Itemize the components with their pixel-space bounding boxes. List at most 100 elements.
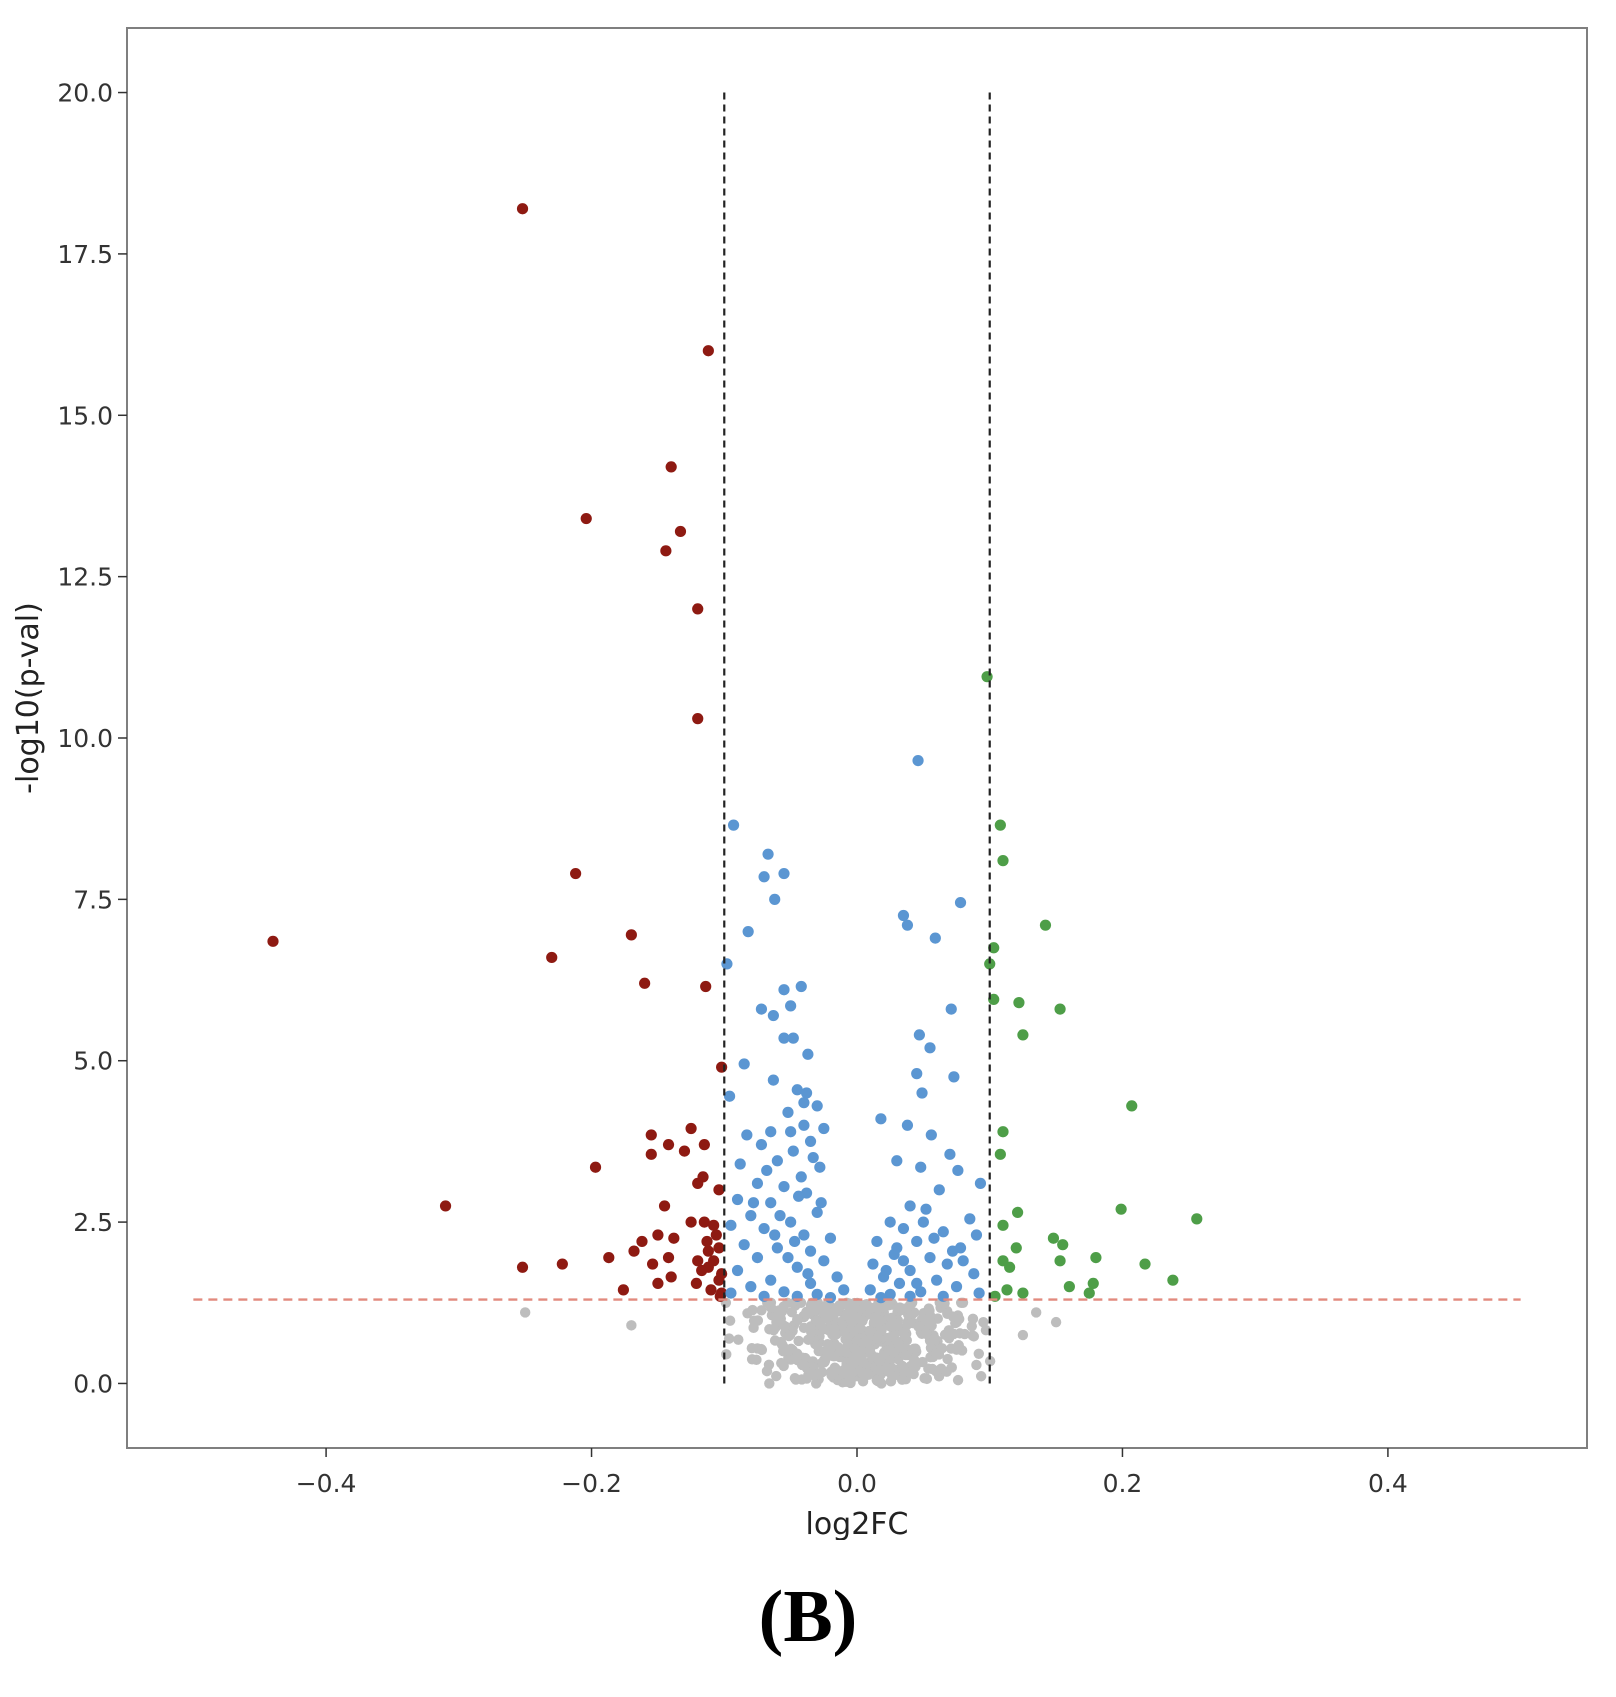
point-nonsig bbox=[783, 1330, 795, 1342]
point-mid_sig bbox=[769, 1229, 781, 1241]
point-mid_sig bbox=[931, 1274, 943, 1286]
point-nonsig bbox=[927, 1363, 938, 1375]
point-down bbox=[603, 1251, 615, 1264]
point-up bbox=[1191, 1213, 1203, 1225]
y-tick-label: 5.0 bbox=[73, 1047, 113, 1076]
point-nonsig bbox=[847, 1313, 859, 1325]
point-nonsig bbox=[844, 1300, 856, 1312]
point-mid_sig bbox=[970, 1229, 983, 1241]
point-nonsig bbox=[885, 1312, 897, 1324]
point-mid_sig bbox=[915, 1161, 927, 1173]
point-down bbox=[713, 1242, 725, 1254]
point-mid_sig bbox=[738, 1058, 750, 1070]
point-mid_sig bbox=[811, 1100, 823, 1112]
y-tick-label: 10.0 bbox=[57, 724, 113, 753]
point-nonsig bbox=[821, 1351, 833, 1363]
point-nonsig bbox=[771, 1370, 782, 1382]
point-mid_sig bbox=[769, 893, 781, 905]
point-nonsig bbox=[978, 1316, 989, 1328]
point-mid_sig bbox=[884, 1288, 896, 1300]
point-up bbox=[1001, 1284, 1013, 1296]
point-nonsig bbox=[756, 1305, 767, 1316]
point-mid_sig bbox=[818, 1122, 830, 1135]
point-mid_sig bbox=[791, 1261, 803, 1273]
point-mid_sig bbox=[751, 1177, 764, 1189]
point-up bbox=[1010, 1242, 1022, 1254]
point-mid_sig bbox=[774, 1210, 786, 1222]
point-down bbox=[652, 1277, 664, 1290]
point-mid_sig bbox=[811, 1206, 823, 1219]
point-nonsig bbox=[951, 1343, 963, 1354]
point-mid_sig bbox=[897, 909, 910, 922]
point-down bbox=[685, 1216, 697, 1228]
point-mid_sig bbox=[798, 1097, 810, 1109]
point-nonsig bbox=[874, 1364, 885, 1376]
point-nonsig bbox=[967, 1330, 978, 1341]
point-mid_sig bbox=[815, 1197, 827, 1209]
point-mid_sig bbox=[924, 1042, 936, 1054]
point-up bbox=[984, 958, 996, 970]
significant-points bbox=[267, 203, 1203, 1304]
point-mid_sig bbox=[911, 1277, 923, 1290]
point-nonsig bbox=[723, 1333, 735, 1344]
point-nonsig bbox=[980, 1325, 992, 1336]
point-mid_sig bbox=[954, 896, 967, 909]
y-tick-label: 0.0 bbox=[73, 1369, 113, 1398]
point-up bbox=[1087, 1277, 1099, 1290]
point-nonsig bbox=[888, 1347, 899, 1358]
point-mid_sig bbox=[964, 1213, 976, 1225]
point-down bbox=[708, 1255, 720, 1267]
point-nonsig bbox=[924, 1305, 935, 1317]
point-mid_sig bbox=[765, 1197, 777, 1209]
point-up bbox=[988, 942, 1000, 954]
point-up bbox=[1054, 1255, 1066, 1267]
point-nonsig bbox=[1030, 1307, 1042, 1318]
point-down bbox=[713, 1184, 725, 1196]
point-nonsig bbox=[929, 1333, 941, 1345]
x-tick-label: −0.2 bbox=[561, 1469, 622, 1498]
point-mid_sig bbox=[742, 926, 754, 938]
point-down bbox=[645, 1129, 657, 1141]
point-down bbox=[697, 1171, 709, 1183]
point-up bbox=[1004, 1261, 1016, 1273]
point-mid_sig bbox=[721, 958, 733, 970]
point-nonsig bbox=[810, 1378, 822, 1389]
point-nonsig bbox=[721, 1349, 732, 1360]
point-mid_sig bbox=[929, 932, 941, 944]
point-mid_sig bbox=[765, 1274, 777, 1286]
point-down bbox=[662, 1139, 675, 1151]
point-down bbox=[662, 1251, 675, 1264]
point-mid_sig bbox=[761, 1164, 773, 1177]
point-mid_sig bbox=[913, 1029, 925, 1041]
point-mid_sig bbox=[937, 1226, 949, 1238]
point-mid_sig bbox=[968, 1268, 980, 1280]
x-axis-ticks: −0.4 −0.2 0.0 0.2 0.4 bbox=[296, 1448, 1408, 1498]
point-nonsig bbox=[746, 1342, 758, 1354]
point-down bbox=[698, 1139, 710, 1151]
point-mid_sig bbox=[723, 1090, 736, 1102]
point-nonsig bbox=[1017, 1329, 1029, 1341]
point-nonsig bbox=[773, 1309, 784, 1321]
point-nonsig bbox=[839, 1327, 850, 1338]
point-nonsig bbox=[967, 1313, 979, 1325]
point-mid_sig bbox=[751, 1251, 764, 1264]
point-mid_sig bbox=[731, 1193, 744, 1206]
panel-label: (B) bbox=[758, 1576, 858, 1658]
point-mid_sig bbox=[946, 1245, 959, 1257]
point-up bbox=[1090, 1251, 1102, 1264]
point-mid_sig bbox=[727, 819, 740, 831]
point-nonsig bbox=[799, 1360, 810, 1371]
point-mid_sig bbox=[948, 1071, 960, 1083]
point-nonsig bbox=[764, 1378, 775, 1389]
point-nonsig bbox=[885, 1376, 897, 1387]
x-tick-label: 0.2 bbox=[1103, 1469, 1143, 1498]
point-mid_sig bbox=[758, 871, 770, 883]
point-mid_sig bbox=[974, 1177, 987, 1189]
point-nonsig bbox=[801, 1373, 812, 1384]
point-nonsig bbox=[910, 1343, 921, 1354]
point-mid_sig bbox=[950, 1281, 963, 1293]
point-down bbox=[628, 1245, 640, 1257]
point-up bbox=[997, 1219, 1009, 1231]
point-nonsig bbox=[898, 1365, 910, 1376]
point-up bbox=[994, 1148, 1006, 1160]
